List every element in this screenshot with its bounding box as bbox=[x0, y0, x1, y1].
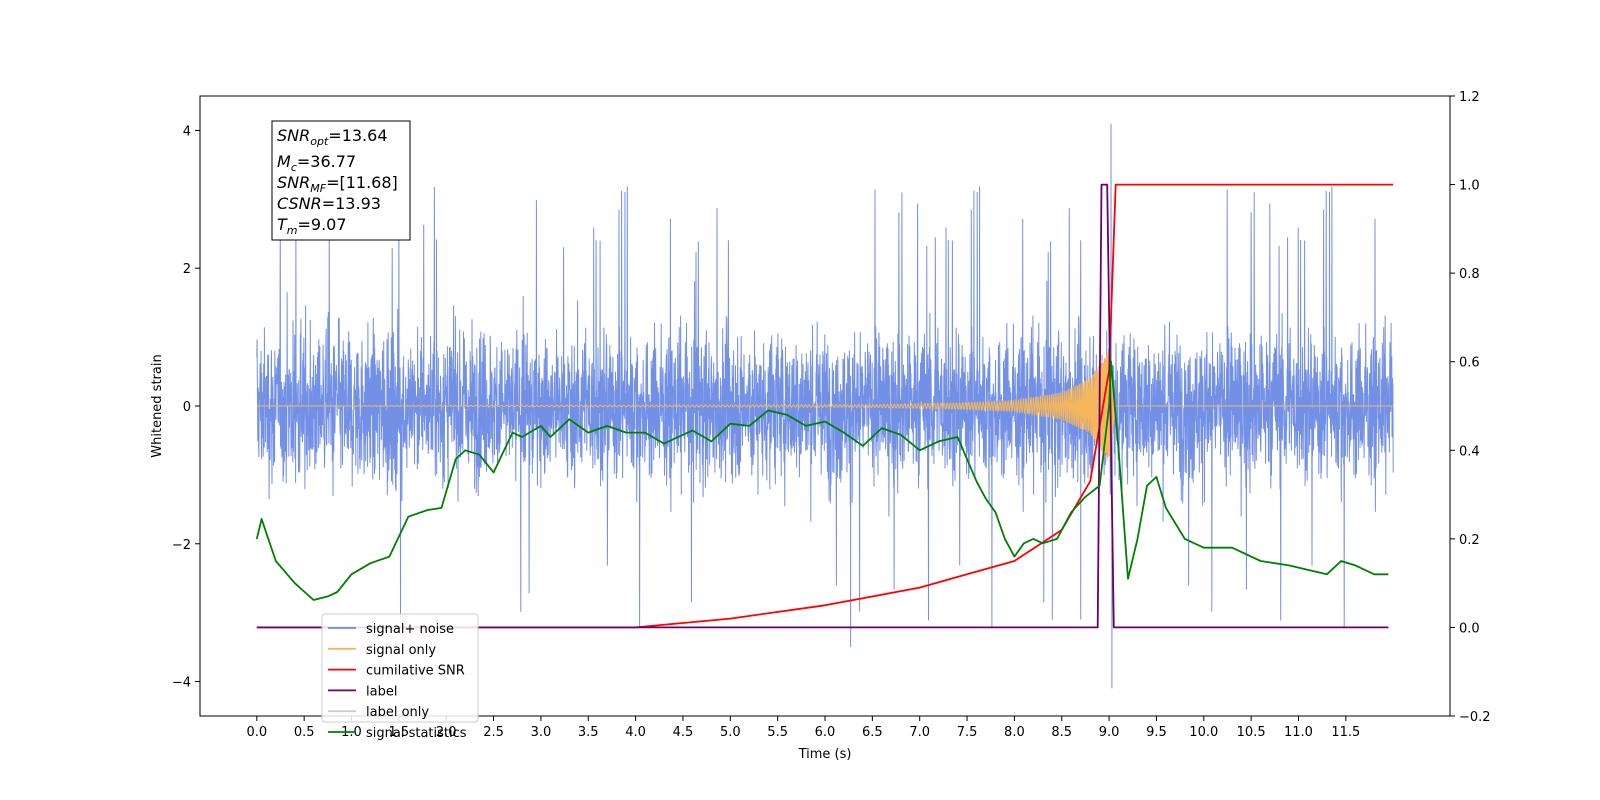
y2-tick-label: 1.2 bbox=[1459, 90, 1480, 105]
x-tick-label: 9.0 bbox=[1099, 725, 1120, 740]
x-tick-label: 4.5 bbox=[673, 725, 694, 740]
x-tick-label: 10.0 bbox=[1189, 725, 1218, 740]
y2-tick-label: 0.0 bbox=[1459, 621, 1480, 636]
x-tick-label: 9.5 bbox=[1146, 725, 1167, 740]
legend-label: label bbox=[366, 684, 397, 699]
x-tick-label: 7.0 bbox=[909, 725, 930, 740]
legend-label: signal statistics bbox=[366, 726, 467, 741]
stat-tm: Tm=9.07 bbox=[277, 215, 347, 237]
y-tick-label: 0 bbox=[183, 400, 191, 415]
y2-tick-label: 0.2 bbox=[1459, 533, 1480, 548]
y2-tick-label: 0.4 bbox=[1459, 444, 1480, 459]
legend-label: cumilative SNR bbox=[366, 664, 465, 679]
x-tick-label: 8.5 bbox=[1051, 725, 1072, 740]
legend-label: signal+ noise bbox=[366, 622, 454, 637]
y-tick-label: −2 bbox=[172, 538, 191, 553]
y-axis-label: Whitened strain bbox=[150, 354, 165, 457]
stat-mc: Mc=36.77 bbox=[277, 152, 356, 174]
x-tick-label: 11.5 bbox=[1331, 725, 1360, 740]
y2-tick-label: 1.0 bbox=[1459, 179, 1480, 194]
legend-label: label only bbox=[366, 705, 429, 720]
legend-label: signal only bbox=[366, 643, 436, 658]
series-layer bbox=[255, 123, 1394, 689]
x-tick-label: 2.0 bbox=[436, 725, 457, 740]
legend: signal+ noise signal only cumilative SNR la… bbox=[321, 613, 479, 741]
x-tick-label: 7.5 bbox=[957, 725, 978, 740]
x-tick-label: 4.0 bbox=[625, 725, 646, 740]
y-tick-label: 2 bbox=[183, 262, 191, 277]
x-tick-label: 1.5 bbox=[389, 725, 410, 740]
x-tick-label: 11.0 bbox=[1284, 725, 1313, 740]
x-tick-label: 6.0 bbox=[815, 725, 836, 740]
x-tick-label: 0.0 bbox=[246, 725, 267, 740]
stat-snr-mf: SNRMF=[11.68] bbox=[277, 173, 398, 195]
y2-tick-label: 0.6 bbox=[1459, 356, 1480, 371]
y-tick-label: −4 bbox=[172, 676, 191, 691]
series-signal-noise bbox=[256, 123, 1394, 689]
x-tick-label: 5.0 bbox=[720, 725, 741, 740]
legend-frame bbox=[321, 613, 479, 723]
y2-tick-label: 0.8 bbox=[1459, 267, 1480, 282]
x-tick-label: 10.5 bbox=[1237, 725, 1266, 740]
x-tick-label: 3.0 bbox=[531, 725, 552, 740]
axes-layer: 0.0 0.5 1.0 1.5 2.0 2.5 3.0 3.5 4.0 4.5 5.0 5.5 6.0 6… bbox=[172, 90, 1491, 740]
stat-csnr: CSNR=13.93 bbox=[277, 194, 381, 213]
x-tick-label: 8.0 bbox=[1004, 725, 1025, 740]
stat-snr-opt: SNRopt=13.64 bbox=[277, 126, 388, 148]
x-tick-label: 5.5 bbox=[767, 725, 788, 740]
y2-tick-label: −0.2 bbox=[1459, 710, 1491, 725]
stats-box-frame bbox=[271, 120, 411, 241]
x-tick-label: 2.5 bbox=[483, 725, 504, 740]
series-signal-statistics bbox=[255, 360, 1389, 601]
y-tick-label: 4 bbox=[183, 124, 191, 139]
x-tick-label: 3.5 bbox=[578, 725, 599, 740]
x-axis-label: Time (s) bbox=[798, 747, 852, 762]
x-tick-label: 0.5 bbox=[294, 725, 315, 740]
stats-box: SNRopt=13.64 Mc=36.77 SNRMF=[11.68] CSNR… bbox=[271, 120, 411, 241]
series-signal-only bbox=[256, 348, 1394, 462]
series-label bbox=[256, 183, 1389, 629]
x-tick-label: 6.5 bbox=[862, 725, 883, 740]
